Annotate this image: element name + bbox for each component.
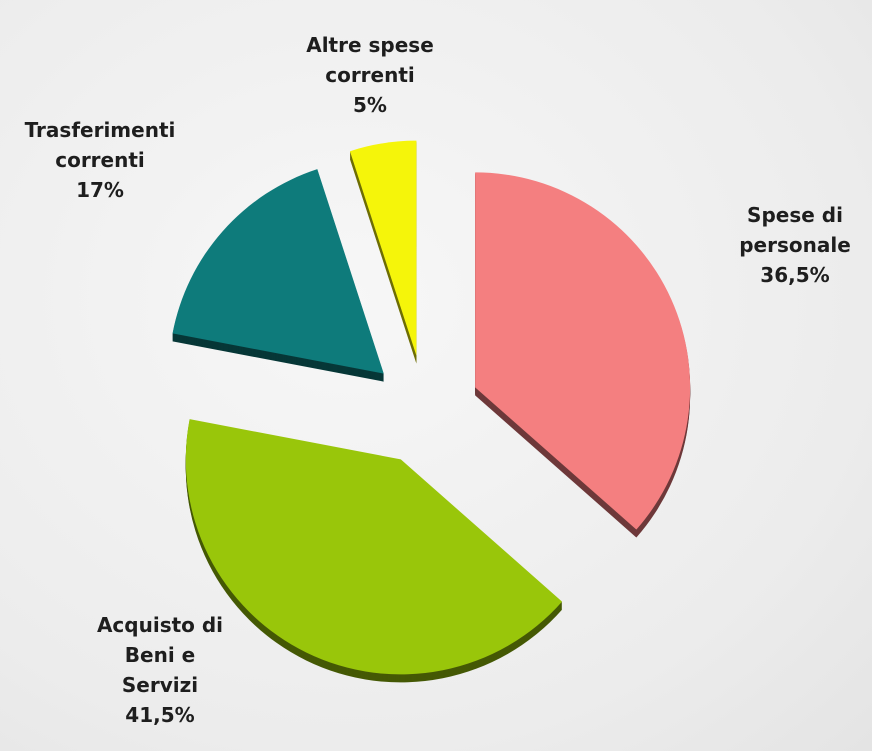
category-label: Trasferimenti correnti bbox=[24, 118, 176, 172]
value-label: 41,5% bbox=[125, 703, 195, 727]
slice bbox=[185, 419, 563, 675]
slice-label: Altre spese correnti 5% bbox=[290, 30, 450, 120]
category-label: Spese di personale bbox=[739, 203, 851, 257]
category-label: Acquisto di Beni e Servizi bbox=[96, 613, 224, 697]
value-label: 36,5% bbox=[760, 263, 830, 287]
slice-label: Trasferimenti correnti 17% bbox=[13, 115, 188, 205]
slice bbox=[349, 140, 417, 356]
value-label: 17% bbox=[76, 178, 124, 202]
slice bbox=[475, 172, 691, 530]
slice-label: Acquisto di Beni e Servizi 41,5% bbox=[95, 610, 225, 730]
slice bbox=[172, 169, 384, 374]
slice-label: Spese di personale 36,5% bbox=[735, 200, 855, 290]
category-label: Altre spese correnti bbox=[306, 33, 434, 87]
value-label: 5% bbox=[353, 93, 387, 117]
